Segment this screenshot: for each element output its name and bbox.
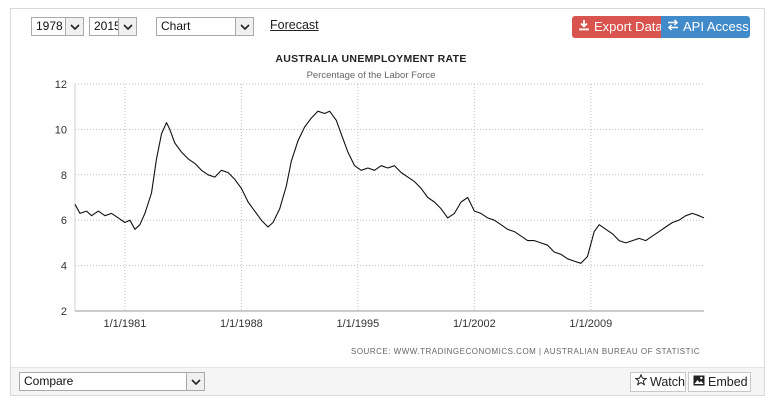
x-tick-label: 1/1/2009 — [569, 318, 612, 330]
y-tick-label: 12 — [55, 79, 67, 91]
compare-select[interactable]: Compare — [19, 372, 205, 391]
chart-widget: 1978 2015 Chart Forecast Export Data — [10, 8, 765, 396]
end-year-select[interactable]: 2015 — [89, 17, 137, 36]
embed-button[interactable]: Embed — [688, 372, 751, 392]
compare-value: Compare — [24, 374, 74, 388]
start-year-select[interactable]: 1978 — [31, 17, 84, 36]
image-icon — [693, 373, 705, 391]
export-data-button[interactable]: Export Data — [572, 16, 663, 38]
chart-toolbar: 1978 2015 Chart Forecast Export Data — [11, 9, 764, 45]
y-tick-label: 6 — [61, 215, 67, 227]
x-tick-label: 1/1/1981 — [104, 318, 147, 330]
series-line — [74, 110, 705, 264]
chevron-down-icon — [65, 18, 83, 35]
chart-title: AUSTRALIA UNEMPLOYMENT RATE — [275, 53, 467, 65]
start-year-value: 1978 — [36, 19, 63, 33]
chevron-down-icon — [186, 373, 204, 390]
star-icon — [634, 373, 648, 391]
bottom-toolbar: Compare Watch Embed — [11, 367, 764, 395]
y-tick-label: 2 — [61, 306, 67, 318]
x-tick-label: 1/1/1988 — [220, 318, 263, 330]
y-tick-label: 4 — [61, 261, 67, 273]
chart-type-select[interactable]: Chart — [156, 17, 254, 36]
x-tick-label: 1/1/2002 — [453, 318, 496, 330]
embed-label: Embed — [708, 375, 748, 389]
export-data-label: Export Data — [594, 19, 663, 34]
download-icon — [578, 16, 590, 38]
y-tick-label: 10 — [55, 124, 67, 136]
api-access-button[interactable]: API Access — [661, 16, 750, 38]
x-tick-label: 1/1/1995 — [336, 318, 379, 330]
chart-subtitle: Percentage of the Labor Force — [306, 70, 436, 81]
chart-plot-area: 2 4 6 8 10 12 1/1/1981 1/1/1988 1/1/1995 1/1/2002… — [55, 79, 705, 330]
exchange-arrows-icon — [667, 16, 679, 38]
watch-label: Watch — [650, 375, 685, 389]
chart-type-value: Chart — [161, 19, 191, 33]
watch-button[interactable]: Watch — [630, 372, 686, 392]
end-year-value: 2015 — [94, 19, 121, 33]
y-tick-label: 8 — [61, 170, 67, 182]
chevron-down-icon — [118, 18, 136, 35]
source-note: SOURCE: WWW.TRADINGECONOMICS.COM | AUSTR… — [351, 347, 700, 356]
api-access-label: API Access — [683, 19, 749, 34]
forecast-link[interactable]: Forecast — [270, 18, 319, 32]
chevron-down-icon — [235, 18, 253, 35]
